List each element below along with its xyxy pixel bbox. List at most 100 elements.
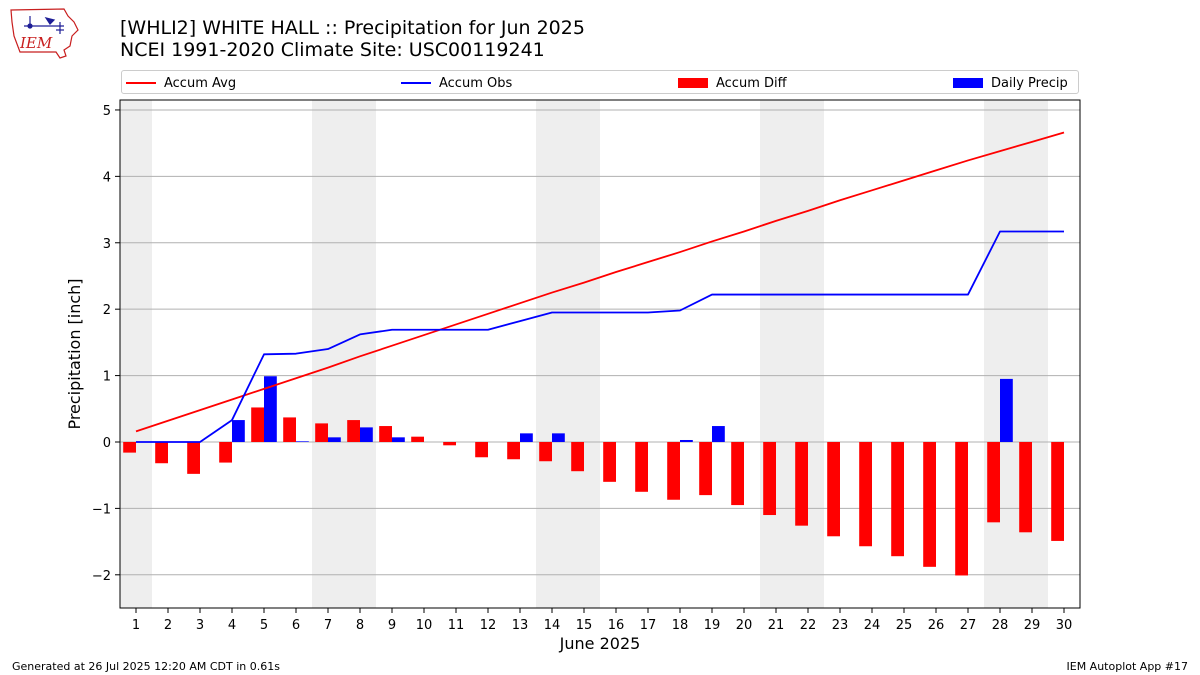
x-tick-label: 18 [672,618,689,633]
accum-diff-bar [411,436,424,442]
x-tick-label: 6 [292,618,300,633]
x-tick-label: 3 [196,618,204,633]
accum-diff-bar [699,441,712,496]
y-tick-label: 0 [103,436,111,451]
weekend-band [984,100,1016,608]
weather-station-icon [24,16,64,34]
y-tick-label: −1 [92,502,111,517]
y-tick-label: 4 [103,170,111,185]
weekend-band [312,100,344,608]
x-tick-label: 21 [768,618,785,633]
x-tick-label: 19 [704,618,721,633]
accum-diff-bar [635,441,648,492]
bar-series [123,376,1064,576]
x-tick-label: 15 [576,618,593,633]
x-tick-label: 4 [228,618,236,633]
legend-item-accum-diff: Accum Diff [678,74,787,92]
daily-precip-bar [1000,378,1013,442]
x-tick-label: 1 [132,618,140,633]
x-axis-label: June 2025 [559,634,641,653]
daily-precip-bar [232,420,245,442]
y-tick-label: −2 [92,569,111,584]
x-tick-label: 9 [388,618,396,633]
x-tick-label: 25 [896,618,913,633]
y-tick-label: 3 [103,237,111,252]
legend-swatch-daily-precip [953,78,983,88]
accum-diff-bar [187,441,200,474]
line-series [135,131,1065,443]
accum-diff-bar [539,441,552,462]
daily-precip-bar [680,439,693,442]
x-tick-label: 14 [544,618,561,633]
daily-precip-bar [296,441,309,442]
footer-app-text: IEM Autoplot App #17 [1066,660,1189,673]
x-tick-label: 23 [832,618,849,633]
accum-diff-bar [571,441,584,472]
x-tick-label: 8 [356,618,364,633]
accum-diff-bar [283,417,296,442]
x-tick-label: 7 [324,618,332,633]
x-tick-label: 13 [512,618,529,633]
x-tick-label: 11 [448,618,465,633]
weekend-band [120,100,152,608]
accum-diff-bar [1051,441,1064,541]
legend-item-daily-precip: Daily Precip [953,74,1068,92]
x-tick-label: 22 [800,618,817,633]
daily-precip-bar [552,433,565,442]
accum-diff-bar [923,441,936,567]
accum-diff-bar [603,441,616,482]
logo-text: IEM [19,34,53,52]
accum-diff-bar [1019,441,1032,533]
accum-diff-bar [987,441,1000,523]
x-tick-label: 12 [480,618,497,633]
accum-diff-bar [763,441,776,516]
iowa-state-outline [10,8,79,59]
chart-subtitle: NCEI 1991-2020 Climate Site: USC00119241 [120,39,545,61]
accum-diff-bar [859,441,872,547]
legend-label-accum-avg: Accum Avg [164,75,237,91]
accum-diff-bar [891,441,904,557]
legend-item-accum-avg: Accum Avg [126,74,236,92]
x-axis: 1 2 3 4 5 6 7 8 9 10 11 12 13 14 15 16 17 18 19 20 21 22 23 24 2… [132,608,1072,633]
accum-diff-bar [475,441,488,458]
x-tick-label: 17 [640,618,657,633]
legend-label-accum-obs: Accum Obs [439,75,513,91]
daily-precip-bar [712,426,725,442]
accum-diff-bar [955,441,968,576]
legend-swatch-accum-obs [401,82,431,84]
daily-precip-bar [520,433,533,442]
accum-diff-bar [155,441,168,464]
x-tick-label: 24 [864,618,881,633]
accum-diff-bar [795,441,808,526]
weekend-band [536,100,568,608]
legend-label-accum-diff: Accum Diff [716,75,787,91]
legend-swatch-accum-diff [678,78,708,88]
x-tick-label: 2 [164,618,172,633]
accum-diff-bar [827,441,840,537]
x-tick-label: 10 [416,618,433,633]
accum-diff-bar [443,441,456,446]
x-tick-label: 16 [608,618,625,633]
y-axis: −2 −1 0 1 2 3 4 5 [92,104,120,584]
accum-diff-bar [507,441,520,460]
accum-diff-bar [347,420,360,442]
accum-diff-bar [251,407,264,442]
x-tick-label: 26 [928,618,945,633]
accum-avg-line [135,131,1065,433]
daily-precip-bar [264,376,277,442]
accum-diff-bar [731,441,744,506]
accum-obs-line [136,230,1064,443]
x-tick-label: 20 [736,618,753,633]
footer-generated-text: Generated at 26 Jul 2025 12:20 AM CDT in… [12,660,280,673]
weekend-band [568,100,600,608]
y-tick-label: 1 [103,370,111,385]
accum-diff-bar [667,441,680,500]
legend: Accum Avg Accum Obs Accum Diff Daily Pre… [121,70,1079,94]
x-tick-label: 27 [960,618,977,633]
legend-item-accum-obs: Accum Obs [401,74,512,92]
y-axis-label: Precipitation [inch] [65,278,84,429]
x-tick-label: 5 [260,618,268,633]
plot-frame [119,99,1081,609]
iem-logo: IEM [10,8,79,59]
